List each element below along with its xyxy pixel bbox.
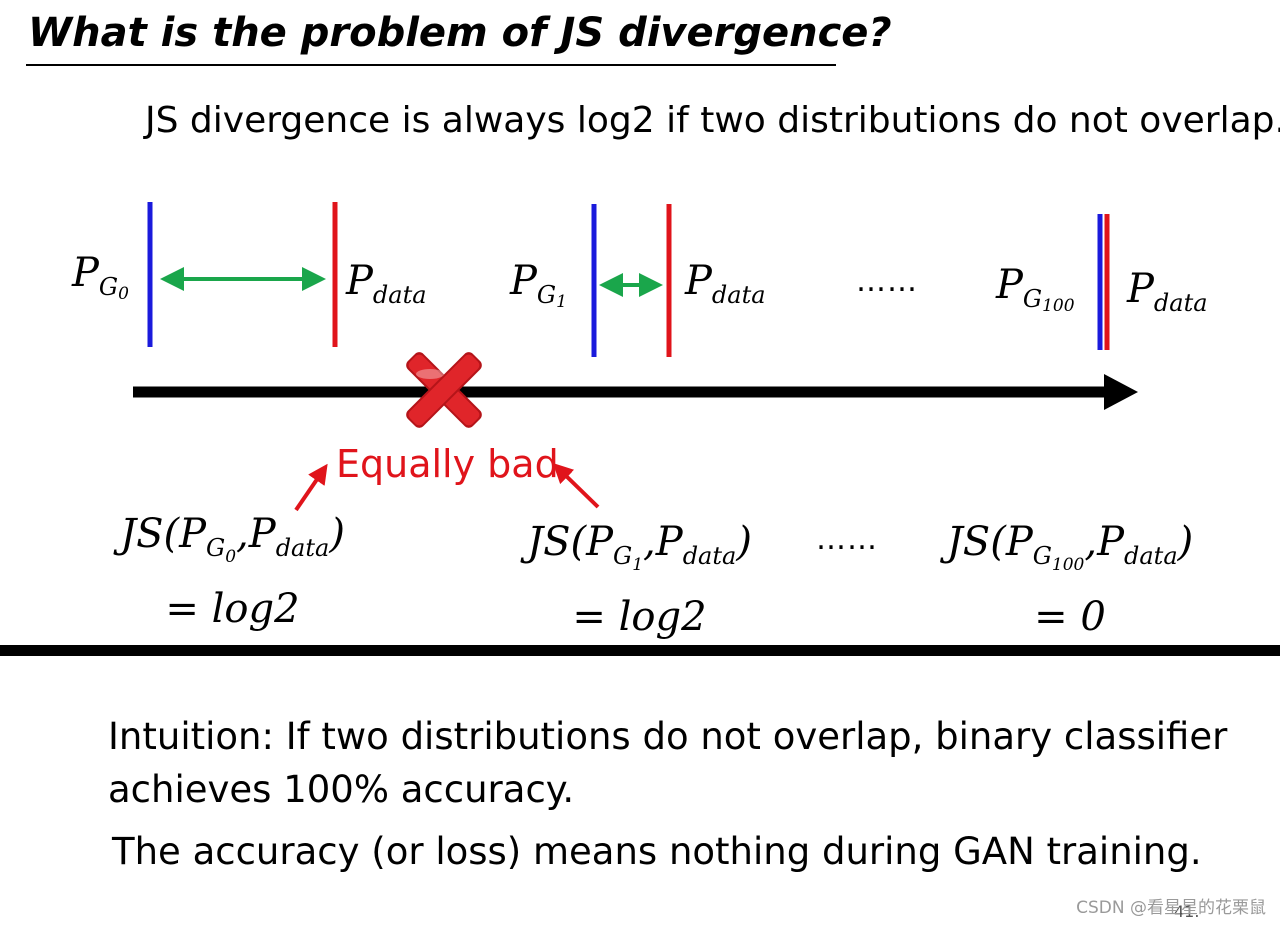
pg100-label: PG100 — [996, 262, 1075, 316]
pdata-label-3: Pdata — [1127, 266, 1208, 317]
pdata-label-2: Pdata — [685, 258, 766, 309]
slide-subtitle: JS divergence is always log2 if two dist… — [145, 100, 1280, 141]
distribution-diagram — [133, 202, 1138, 512]
watermark: CSDN @看星星的花栗鼠 — [1076, 898, 1266, 918]
pg0-label: PG0 — [72, 250, 129, 304]
slide-title: What is the problem of JS divergence? — [28, 10, 892, 56]
red-x-cross-icon — [406, 352, 482, 428]
pdata-label-1: Pdata — [346, 258, 427, 309]
pg1-label: PG1 — [510, 258, 567, 312]
js-g100-result: = 0 — [1034, 593, 1106, 640]
js-formula-g1: JS(PG1,Pdata) = log2 — [507, 516, 772, 643]
page-number: 41. — [1174, 902, 1200, 921]
equally-bad-label: Equally bad — [336, 442, 559, 486]
ellipsis-bottom: …… — [816, 522, 878, 557]
title-underline — [26, 64, 836, 66]
conclusion-text: The accuracy (or loss) means nothing dur… — [112, 830, 1202, 873]
ellipsis-top: …… — [856, 264, 918, 299]
js-g1-result: = log2 — [572, 593, 707, 640]
js-g0-result: = log2 — [165, 585, 300, 632]
js-formula-g100: JS(PG100,Pdata) = 0 — [920, 516, 1220, 643]
pointer-arrow-left — [294, 463, 328, 512]
js-formula-g0: JS(PG0,Pdata) = log2 — [100, 508, 365, 635]
pointer-arrow-right — [552, 463, 600, 509]
intuition-line-1: Intuition: If two distributions do not o… — [108, 715, 1228, 758]
axis-arrowhead — [1104, 374, 1138, 410]
intuition-line-2: achieves 100% accuracy. — [108, 768, 575, 811]
section-divider — [0, 645, 1280, 656]
